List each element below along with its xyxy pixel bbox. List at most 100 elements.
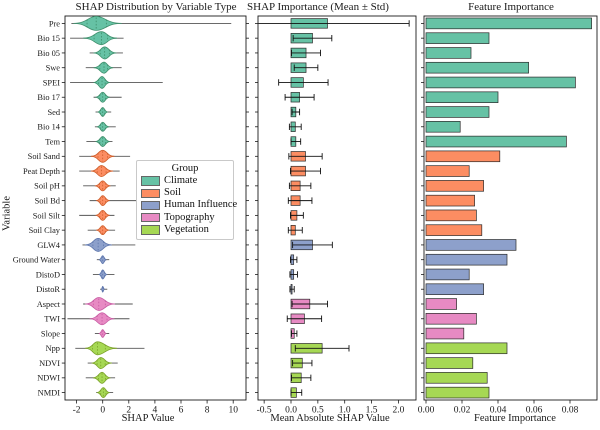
violin-Swe bbox=[93, 61, 114, 74]
x-tick-label-meanabs: 1.5 bbox=[366, 406, 378, 416]
x-tick-label-meanabs: 0.0 bbox=[285, 406, 297, 416]
legend-label-topography: Topography bbox=[164, 211, 215, 223]
importance-bar-NDVI bbox=[425, 357, 474, 369]
importance-bar-NMDI bbox=[425, 386, 490, 399]
panel-title-shap-distribution: SHAP Distribution by Variable Type bbox=[75, 1, 237, 13]
legend: Group Climate Soil Human Influence Topog… bbox=[136, 160, 237, 240]
y-tick-label-NDVI: NDVI bbox=[39, 359, 60, 368]
importance-bar-DistoD bbox=[425, 268, 470, 281]
legend-swatch-vegetation bbox=[141, 225, 160, 235]
y-tick-label-Swe: Swe bbox=[46, 64, 61, 73]
errorbar-Soil-Clay bbox=[287, 226, 303, 234]
panel-title-feature-importance: Feature Importance bbox=[468, 1, 554, 13]
legend-title: Group bbox=[171, 163, 199, 174]
x-tick-label-meanabs: -0.5 bbox=[257, 406, 272, 416]
legend-swatch-topography bbox=[141, 212, 160, 223]
violin-NDVI bbox=[91, 357, 112, 369]
violin-Npp bbox=[85, 341, 118, 356]
y-tick-label-Bio-14: Bio 14 bbox=[37, 123, 60, 132]
x-tick-label-shap: 10 bbox=[228, 406, 238, 416]
importance-bar-Bio-05 bbox=[425, 47, 472, 59]
legend-swatch-human-influence bbox=[141, 200, 160, 211]
errorbar-Npp bbox=[294, 345, 350, 352]
x-tick-label-shap: 4 bbox=[153, 406, 158, 416]
xaxis-label-mean-abs-shap: Mean Absolute SHAP Value bbox=[270, 413, 390, 424]
violin-Peat-Depth bbox=[90, 165, 114, 177]
y-tick-label-Tem: Tem bbox=[45, 137, 60, 146]
violin-Pre bbox=[73, 15, 122, 31]
importance-bar-GLW4 bbox=[425, 239, 517, 251]
violin-Bio-15 bbox=[83, 31, 118, 46]
legend-entry-soil: Soil bbox=[141, 187, 229, 199]
importance-bar-Soil-Sand bbox=[425, 150, 501, 163]
importance-bar-NDWI bbox=[425, 372, 488, 384]
errorbar-Swe bbox=[293, 64, 319, 71]
y-tick-label-Aspect: Aspect bbox=[37, 300, 61, 309]
errorbar-Bio-14 bbox=[288, 123, 302, 130]
legend-entry-vegetation: Vegetation bbox=[141, 224, 229, 236]
y-tick-label-DistoD: DistoD bbox=[36, 270, 60, 279]
importance-bar-Bio-17 bbox=[425, 91, 499, 103]
errorbar-Pre bbox=[258, 20, 410, 27]
importance-bar-Swe bbox=[425, 61, 529, 74]
legend-label-soil: Soil bbox=[164, 187, 181, 199]
y-tick-label-Peat-Depth: Peat Depth bbox=[23, 167, 61, 176]
panel-title-shap-importance: SHAP Importance (Mean ± Std) bbox=[247, 1, 389, 13]
errorbar-Soil-pH bbox=[288, 182, 312, 190]
importance-bar-Npp bbox=[425, 342, 508, 355]
importance-bar-Sed bbox=[425, 106, 490, 118]
y-tick-label-NMDI: NMDI bbox=[38, 389, 61, 398]
y-tick-label-Bio-15: Bio 15 bbox=[37, 34, 60, 43]
y-tick-label-Ground-Water: Ground Water bbox=[13, 256, 61, 265]
errorbar-Peat-Depth bbox=[290, 167, 321, 175]
panel-frame-2 bbox=[423, 15, 598, 401]
y-tick-label-DistoR: DistoR bbox=[36, 285, 60, 294]
importance-bar-Tem bbox=[425, 135, 567, 148]
y-tick-label-Sed: Sed bbox=[47, 108, 60, 117]
importance-bar-Bio-14 bbox=[425, 121, 461, 133]
errorbar-Ground-Water bbox=[290, 256, 298, 263]
y-tick-label-Npp: Npp bbox=[46, 344, 60, 353]
legend-entry-topography: Topography bbox=[141, 212, 229, 224]
x-tick-label-featimp: 0.08 bbox=[562, 406, 579, 416]
importance-bar-Pre bbox=[425, 17, 592, 30]
legend-entry-human-influence: Human Influence bbox=[141, 199, 237, 211]
legend-swatch-climate bbox=[141, 176, 160, 186]
x-tick-label-featimp: 0.04 bbox=[490, 406, 507, 416]
errorbar-Slope bbox=[291, 330, 298, 337]
errorbar-SPEI bbox=[278, 79, 329, 86]
importance-bar-Slope bbox=[425, 327, 465, 340]
errorbar-Soil-Sand bbox=[288, 153, 323, 160]
x-tick-label-shap: 2 bbox=[126, 406, 131, 416]
panel-frame-1 bbox=[257, 15, 417, 401]
x-tick-label-featimp: 0.00 bbox=[418, 406, 435, 416]
errorbar-Bio-17 bbox=[284, 94, 315, 101]
x-tick-label-shap: 8 bbox=[205, 406, 210, 416]
importance-bar-Peat-Depth bbox=[425, 165, 470, 177]
importance-bar-TWI bbox=[425, 313, 477, 325]
importance-bar-Bio-15 bbox=[425, 32, 490, 44]
y-tick-label-Soil-Clay: Soil Clay bbox=[29, 226, 61, 235]
errorbar-Soil-Bd bbox=[287, 197, 313, 204]
y-tick-label-Bio-17: Bio 17 bbox=[37, 93, 60, 102]
y-tick-label-Soil-Silt: Soil Silt bbox=[33, 211, 61, 220]
errorbar-Bio-15 bbox=[292, 34, 333, 42]
x-tick-label-meanabs: 0.5 bbox=[312, 406, 324, 416]
x-tick-label-shap: 6 bbox=[179, 406, 184, 416]
y-tick-label-GLW4: GLW4 bbox=[37, 241, 60, 250]
y-tick-label-Slope: Slope bbox=[41, 329, 60, 338]
errorbar-DistoR bbox=[289, 286, 295, 293]
y-tick-label-SPEI: SPEI bbox=[43, 78, 60, 87]
errorbar-NMDI bbox=[290, 389, 303, 396]
x-tick-label-featimp: 0.02 bbox=[454, 406, 471, 416]
errorbar-Sed bbox=[291, 108, 301, 116]
importance-bar-SPEI bbox=[425, 76, 576, 89]
violin-Soil-Sand bbox=[90, 149, 115, 163]
y-tick-label-Soil-Bd: Soil Bd bbox=[35, 197, 61, 206]
importance-bar-Soil-Silt bbox=[425, 209, 477, 222]
errorbar-NDVI bbox=[292, 359, 313, 367]
x-tick-label-shap: -2 bbox=[73, 406, 81, 416]
errorbar-NDWI bbox=[291, 374, 312, 382]
